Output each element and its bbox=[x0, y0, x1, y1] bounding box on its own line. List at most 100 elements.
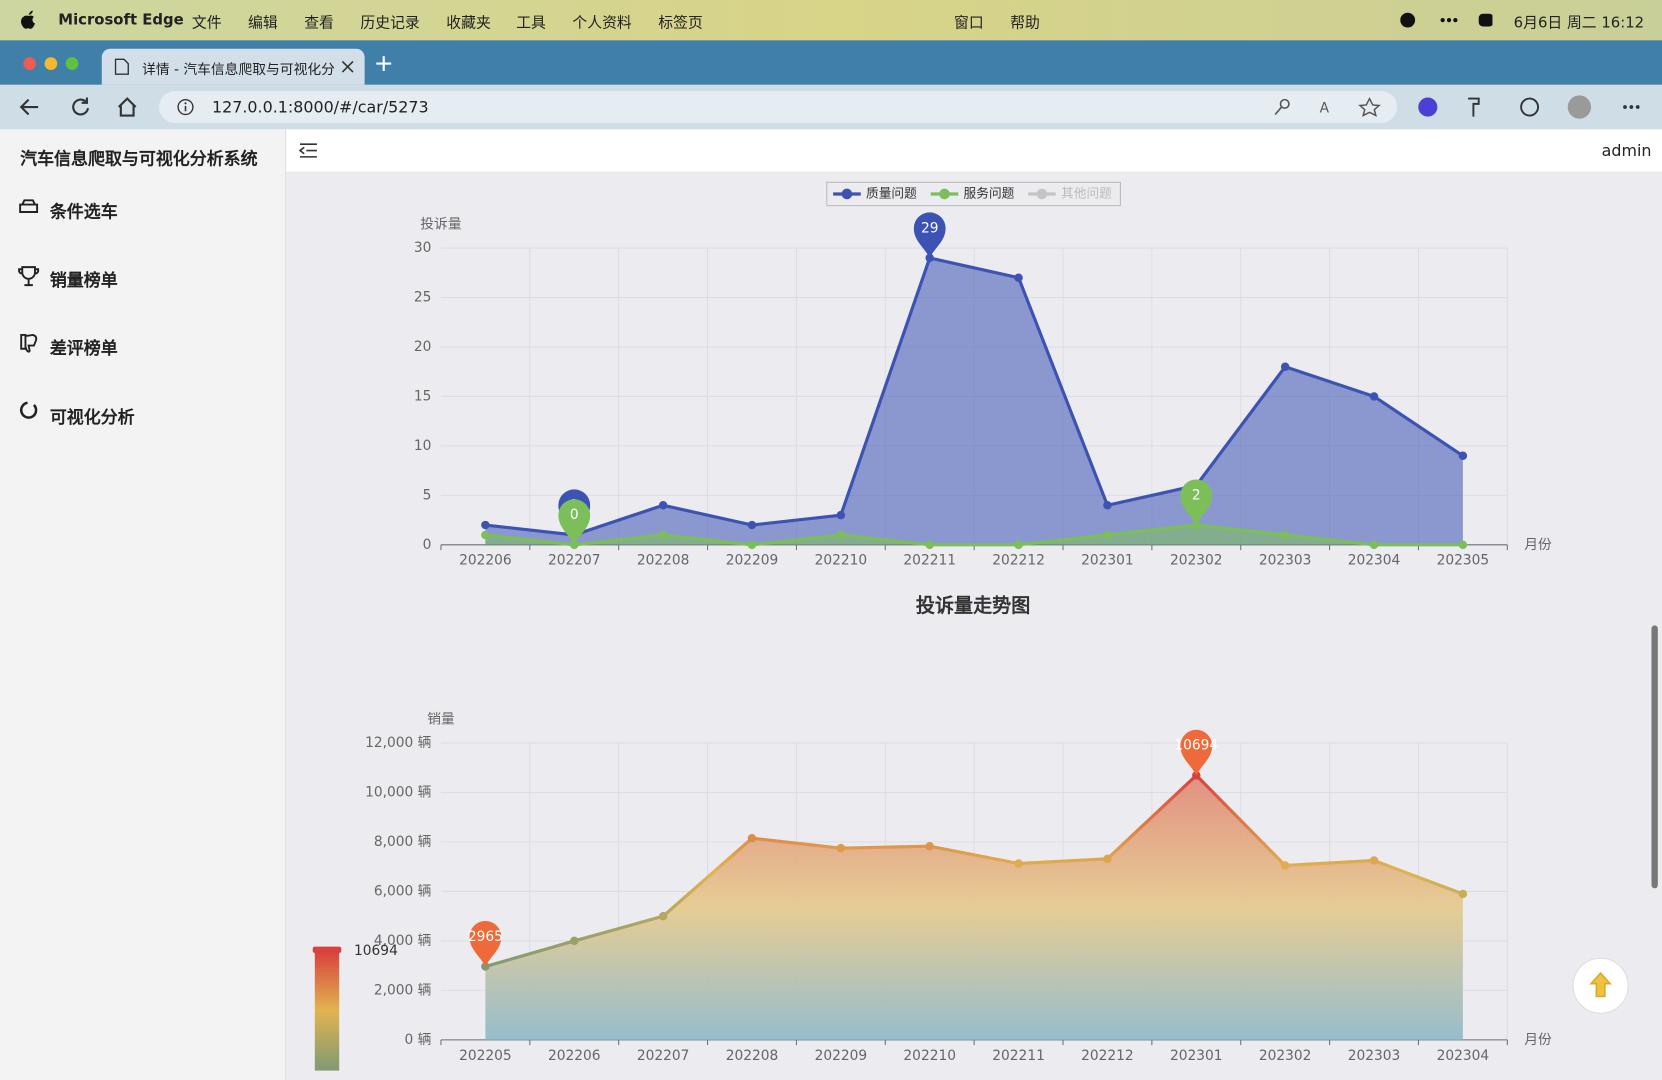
x-tick-label: 202302 bbox=[1170, 553, 1223, 569]
line bbox=[484, 773, 1464, 969]
mark-point bbox=[558, 499, 591, 545]
menu-item[interactable]: 历史记录 bbox=[360, 14, 420, 32]
point bbox=[836, 530, 846, 540]
point bbox=[1369, 856, 1379, 865]
point bbox=[1014, 859, 1023, 868]
x-tick-label: 202205 bbox=[459, 1048, 512, 1064]
menu-item[interactable]: 文件 bbox=[191, 14, 222, 32]
legend: 质量问题 服务问题 其他问题 bbox=[826, 181, 1121, 207]
scrollbar[interactable] bbox=[1649, 625, 1660, 890]
menu-item[interactable]: 查看 bbox=[304, 14, 334, 32]
app-name[interactable]: Microsoft Edge bbox=[58, 11, 184, 29]
visual-map bbox=[314, 950, 340, 1071]
point bbox=[1280, 530, 1290, 540]
point bbox=[1014, 540, 1023, 550]
url-field[interactable]: 127.0.0.1:8000/#/car/5273 A bbox=[158, 91, 1398, 123]
legend-label: 服务问题 bbox=[964, 185, 1015, 200]
info-icon[interactable] bbox=[177, 98, 194, 116]
url-icons[interactable]: A bbox=[1272, 97, 1389, 117]
tab-title: 详情 - 汽车信息爬取与可视化分 bbox=[142, 62, 335, 79]
apple-icon bbox=[21, 10, 35, 29]
tab-icon bbox=[114, 58, 129, 75]
menu-item[interactable]: 编辑 bbox=[248, 14, 278, 32]
mark-point-label: 29 bbox=[921, 220, 939, 236]
status-icons bbox=[1400, 12, 1493, 28]
x-tick-label: 202206 bbox=[548, 1048, 601, 1064]
menu-item[interactable]: 工具 bbox=[516, 14, 546, 32]
x-tick-label: 202301 bbox=[1081, 553, 1134, 569]
menu-item[interactable]: 个人资料 bbox=[572, 14, 632, 32]
sidebar: 汽车信息爬取与可视化分析系统 条件选车 销量榜单 差评榜单 可视化分析 bbox=[0, 129, 287, 1080]
mark-point bbox=[469, 920, 502, 967]
menu-link[interactable]: 可视化分析 bbox=[49, 406, 135, 427]
y-tick-label: 0 bbox=[423, 537, 432, 553]
y-tick-label: 10,000 辆 bbox=[365, 785, 432, 801]
window-controls[interactable] bbox=[21, 55, 85, 72]
point bbox=[481, 520, 490, 530]
y-tick-label: 0 辆 bbox=[405, 1032, 432, 1048]
x-axis-label: 月份 bbox=[1524, 537, 1552, 553]
point bbox=[925, 540, 934, 550]
visual-map-label: 10694 bbox=[354, 943, 398, 959]
mark-point-label: 10694 bbox=[1174, 738, 1218, 754]
menu-link[interactable]: 条件选车 bbox=[49, 201, 118, 222]
x-tick-label: 202210 bbox=[903, 1048, 956, 1064]
x-tick-label: 202207 bbox=[637, 1048, 690, 1064]
y-tick-label: 12,000 辆 bbox=[365, 735, 432, 751]
point bbox=[1103, 501, 1112, 510]
point bbox=[1103, 530, 1112, 540]
menu-item[interactable]: 标签页 bbox=[658, 14, 703, 32]
y-axis-label: 销量 bbox=[427, 712, 455, 728]
tab-close[interactable] bbox=[341, 60, 354, 73]
point bbox=[1192, 520, 1201, 530]
point bbox=[658, 501, 668, 510]
y-tick-label: 4,000 辆 bbox=[374, 933, 432, 949]
x-axis-label: 月份 bbox=[1524, 1032, 1552, 1048]
point bbox=[1458, 451, 1468, 461]
menu-link[interactable]: 差评榜单 bbox=[49, 338, 118, 359]
point bbox=[658, 530, 668, 540]
legend-label: 质量问题 bbox=[866, 185, 917, 200]
x-tick-label: 202208 bbox=[726, 1048, 779, 1064]
point bbox=[747, 834, 757, 843]
mark-point-label: 2965 bbox=[468, 929, 503, 945]
x-tick-label: 202304 bbox=[1348, 553, 1401, 569]
point bbox=[925, 841, 934, 851]
chart-title: 投诉量走势图 bbox=[916, 594, 1030, 617]
point bbox=[836, 843, 846, 853]
x-tick-label: 202208 bbox=[637, 553, 690, 569]
new-tab[interactable] bbox=[375, 55, 392, 72]
x-tick-label: 202212 bbox=[1081, 1048, 1134, 1064]
point bbox=[570, 936, 579, 946]
x-tick-label: 202303 bbox=[1259, 553, 1312, 569]
collapse-button[interactable] bbox=[298, 142, 318, 159]
x-tick-label: 202303 bbox=[1348, 1048, 1401, 1064]
x-tick-label: 202210 bbox=[815, 553, 868, 569]
menu-item[interactable]: 窗口 bbox=[953, 14, 984, 32]
toolbar-icons[interactable] bbox=[1410, 95, 1654, 119]
menu-item[interactable]: 收藏夹 bbox=[446, 14, 491, 32]
x-tick-label: 202302 bbox=[1259, 1048, 1312, 1064]
legend-box bbox=[826, 181, 1121, 207]
menu-item[interactable]: 帮助 bbox=[1010, 14, 1040, 32]
point bbox=[1458, 540, 1468, 550]
mark-point bbox=[1180, 729, 1213, 776]
legend-label: 其他问题 bbox=[1061, 185, 1112, 200]
back-to-top[interactable] bbox=[1569, 954, 1633, 1018]
menu-bar: Microsoft Edge 6月6日 周二 16:12 文件 编辑 查看 历史记录 收… bbox=[0, 0, 1662, 41]
top-header: admin bbox=[286, 129, 1662, 173]
point bbox=[1458, 889, 1468, 899]
user-name[interactable]: admin bbox=[1601, 140, 1652, 161]
y-tick-label: 25 bbox=[414, 290, 432, 306]
point bbox=[481, 530, 490, 540]
tab[interactable]: 详情 - 汽车信息爬取与可视化分 bbox=[101, 48, 365, 85]
x-tick-label: 202209 bbox=[815, 1048, 868, 1064]
point bbox=[836, 510, 846, 520]
x-tick-label: 202304 bbox=[1437, 1048, 1490, 1064]
nav-buttons[interactable] bbox=[19, 95, 146, 118]
legend-dot bbox=[1036, 188, 1048, 200]
menu-link[interactable]: 销量榜单 bbox=[49, 269, 118, 290]
y-axis-label: 投诉量 bbox=[420, 217, 462, 233]
